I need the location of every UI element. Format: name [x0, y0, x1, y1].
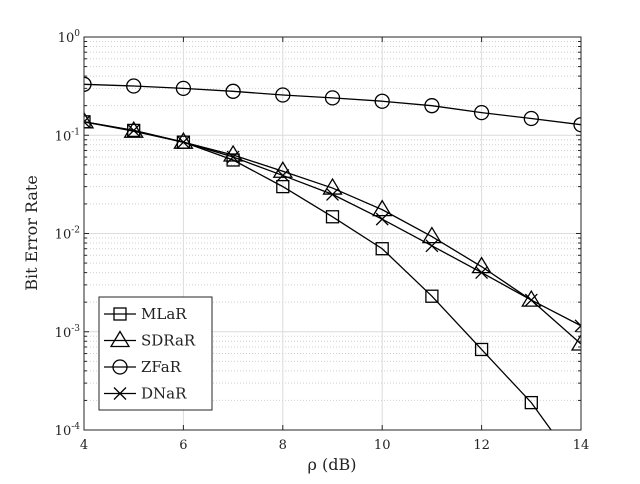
- point-zfar: [225, 83, 241, 99]
- legend-marker-zfar: [112, 359, 128, 375]
- point-mlar: [276, 179, 290, 194]
- point-dnar: [326, 187, 339, 201]
- point-mlar: [375, 242, 389, 256]
- point-dnar: [524, 293, 538, 307]
- point-zfar: [126, 78, 142, 94]
- point-mlar: [575, 465, 587, 477]
- x-tick-label: 8: [279, 438, 287, 453]
- legend-marker-mlar: [113, 307, 127, 321]
- point-zfar: [523, 110, 539, 127]
- point-mlar: [524, 395, 538, 410]
- point-dnar: [375, 212, 389, 226]
- point-dnar: [475, 266, 489, 280]
- point-mlar: [325, 210, 340, 224]
- point-dnar: [425, 239, 439, 253]
- series-group: [84, 76, 587, 477]
- x-tick-label: 4: [80, 438, 88, 453]
- point-zfar: [275, 87, 291, 103]
- point-mlar: [474, 342, 489, 357]
- y-tick-label: 10-1: [55, 127, 80, 144]
- series-dnar: [84, 115, 581, 333]
- point-zfar: [424, 98, 440, 114]
- point-dnar: [84, 115, 91, 129]
- y-axis-label: Bit Error Rate: [22, 175, 41, 291]
- point-sdrar: [272, 160, 293, 178]
- point-dnar: [574, 319, 581, 333]
- point-dnar: [127, 123, 141, 137]
- x-tick-label: 10: [374, 438, 391, 453]
- point-dnar: [276, 168, 290, 182]
- point-sdrar: [570, 333, 581, 351]
- point-sdrar: [421, 226, 443, 244]
- legend-label-dnar: DNaR: [141, 385, 187, 403]
- x-tick-label: 14: [573, 438, 590, 453]
- legend-label-sdrar: SDRaR: [141, 332, 196, 350]
- legend-marker-dnar: [113, 387, 127, 400]
- point-zfar: [473, 104, 490, 121]
- y-tick-label: 10-3: [55, 324, 81, 341]
- legend-marker-sdrar: [109, 330, 131, 348]
- x-tick-label: 12: [473, 438, 490, 453]
- point-mlar: [226, 153, 240, 167]
- series-zfar: [84, 76, 581, 133]
- legend-label-zfar: ZFaR: [141, 358, 182, 376]
- legend-label-mlar: MLaR: [141, 305, 187, 323]
- point-zfar: [374, 93, 390, 109]
- point-dnar: [176, 135, 190, 149]
- x-tick-label: 6: [179, 438, 187, 453]
- y-tick-label: 100: [58, 29, 81, 46]
- legend: MLaR SDRaR ZFaR DNaR: [98, 296, 213, 411]
- point-sdrar: [372, 199, 393, 217]
- point-sdrar: [84, 111, 95, 129]
- point-sdrar: [521, 289, 542, 307]
- x-axis-label: ρ (dB): [308, 455, 357, 474]
- point-zfar: [84, 76, 92, 92]
- point-mlar: [425, 289, 439, 303]
- line-zfar: [84, 83, 581, 126]
- y-tick-label: 10-4: [55, 422, 81, 439]
- y-tick-label: 10-2: [55, 226, 80, 243]
- point-zfar: [324, 90, 341, 106]
- point-zfar: [573, 117, 581, 133]
- point-zfar: [175, 80, 192, 97]
- ticks: 100 10-1 10-2 10-3 10-44 6 8 10 12 14: [55, 29, 590, 453]
- point-dnar: [226, 150, 240, 164]
